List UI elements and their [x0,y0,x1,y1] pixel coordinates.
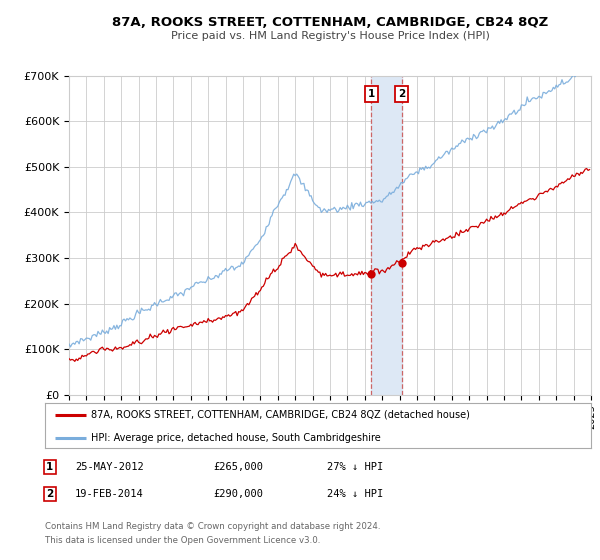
Text: This data is licensed under the Open Government Licence v3.0.: This data is licensed under the Open Gov… [45,536,320,545]
Text: Contains HM Land Registry data © Crown copyright and database right 2024.: Contains HM Land Registry data © Crown c… [45,522,380,531]
Bar [371,76,401,395]
Text: 24% ↓ HPI: 24% ↓ HPI [327,489,383,499]
Text: 87A, ROOKS STREET, COTTENHAM, CAMBRIDGE, CB24 8QZ: 87A, ROOKS STREET, COTTENHAM, CAMBRIDGE,… [112,16,548,29]
Text: Price paid vs. HM Land Registry's House Price Index (HPI): Price paid vs. HM Land Registry's House … [170,31,490,41]
Text: 2: 2 [46,489,53,499]
Text: 87A, ROOKS STREET, COTTENHAM, CAMBRIDGE, CB24 8QZ (detached house): 87A, ROOKS STREET, COTTENHAM, CAMBRIDGE,… [91,410,470,420]
Text: 19-FEB-2014: 19-FEB-2014 [75,489,144,499]
Text: £265,000: £265,000 [213,462,263,472]
Text: £290,000: £290,000 [213,489,263,499]
Text: 1: 1 [368,89,375,99]
Text: 2: 2 [398,89,406,99]
Text: 27% ↓ HPI: 27% ↓ HPI [327,462,383,472]
Text: 1: 1 [46,462,53,472]
Text: 25-MAY-2012: 25-MAY-2012 [75,462,144,472]
Text: HPI: Average price, detached house, South Cambridgeshire: HPI: Average price, detached house, Sout… [91,433,381,443]
